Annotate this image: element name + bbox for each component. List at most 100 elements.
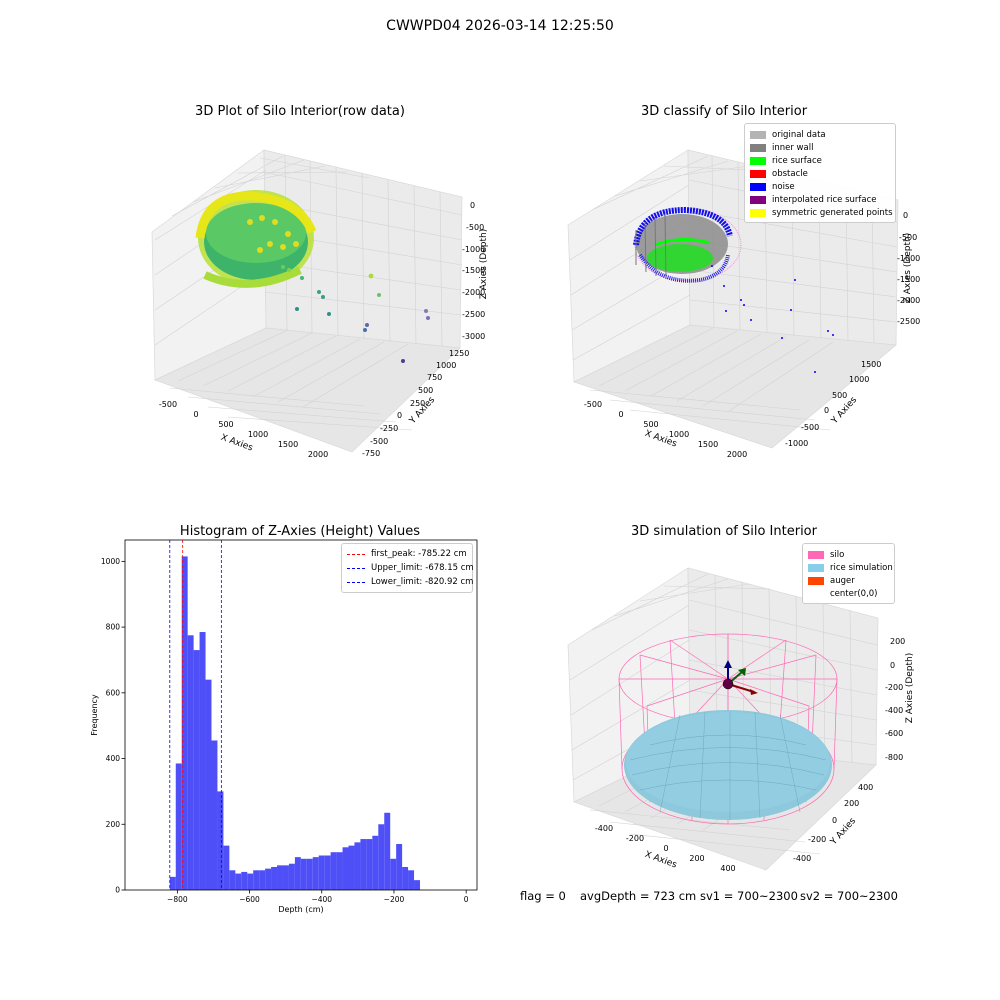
histogram-bar xyxy=(205,679,212,890)
histogram-bar xyxy=(402,866,409,890)
raw-3d-axes xyxy=(151,149,463,453)
raw-ztick-label: -1000 xyxy=(462,245,485,254)
legend-label: obstacle xyxy=(772,168,808,179)
sv1-status: sv1 = 700~2300 xyxy=(700,889,798,903)
classify-ztick-label: -2000 xyxy=(897,296,920,305)
flag-status: flag = 0 xyxy=(520,889,566,903)
simulation-ztick-label: -200 xyxy=(885,683,903,692)
histogram-bar xyxy=(241,871,248,890)
raw-xtick-label: 1500 xyxy=(278,440,298,449)
legend-label: original data xyxy=(772,129,826,140)
histogram-bar xyxy=(169,876,176,890)
simulation-3d-axes xyxy=(567,567,879,871)
histogram-bar xyxy=(312,857,319,890)
classify-ytick-label: 0 xyxy=(824,406,829,415)
classify-ztick-label: 0 xyxy=(903,211,908,220)
legend-swatch-auger xyxy=(808,576,824,585)
legend-item-symmetric-points: symmetric generated points xyxy=(750,206,893,219)
legend-item-rice-simulation: rice simulation xyxy=(808,561,893,574)
simulation-ztick-label: 200 xyxy=(890,637,905,646)
histogram-bar xyxy=(366,839,373,890)
simulation-ytick-label: 200 xyxy=(844,799,859,808)
histogram-bar xyxy=(259,870,266,890)
classify-plot-title: 3D classify of Silo Interior xyxy=(640,104,808,119)
legend-label: symmetric generated points xyxy=(772,207,893,218)
raw-plot-title: 3D Plot of Silo Interior(row data) xyxy=(195,104,405,119)
simulation-xtick-label: -200 xyxy=(626,834,644,843)
simulation-zlabel: Z Axies (Depth) xyxy=(905,653,915,724)
raw-3d-tick-labels: -500 0 500 1000 1500 2000 -750 -500 -250… xyxy=(159,201,485,459)
auger-axes-glyph xyxy=(722,660,758,695)
classify-xtick-label: 1000 xyxy=(669,430,689,439)
legend-dash-lower-limit xyxy=(347,581,365,583)
histogram-bar xyxy=(408,870,415,890)
legend-item-upper-limit: Upper_limit: -678.15 cm xyxy=(347,561,474,575)
legend-swatch-inner-wall xyxy=(750,143,766,152)
histogram-bar xyxy=(247,873,254,890)
histogram-bar xyxy=(330,852,337,890)
legend-swatch-noise xyxy=(750,182,766,191)
y-axis-label: Frequency xyxy=(90,694,99,736)
legend-label: inner wall xyxy=(772,142,814,153)
x-tick-label: −600 xyxy=(239,895,260,904)
raw-ztick-label: -3000 xyxy=(462,332,485,341)
classify-xtick-label: -500 xyxy=(584,400,602,409)
classify-3d-tick-labels: -500 0 500 1000 1500 2000 -1000 -500 0 5… xyxy=(584,211,920,459)
simulation-xtick-label: 200 xyxy=(689,854,704,863)
y-tick-label: 0 xyxy=(115,886,120,895)
classify-zlabel: Z Axies (Depth) xyxy=(903,233,913,304)
simulation-xtick-label: 400 xyxy=(720,864,735,873)
histogram-bar xyxy=(294,857,301,890)
classify-ytick-label: -1000 xyxy=(785,439,808,448)
histogram-bar xyxy=(354,842,361,890)
classify-ytick-label: 500 xyxy=(832,391,847,400)
legend-item-interpolated-rice-surface: interpolated rice surface xyxy=(750,193,889,206)
classify-xtick-label: 500 xyxy=(643,420,658,429)
legend-swatch-silo xyxy=(808,550,824,559)
raw-ytick-label: 750 xyxy=(427,373,442,382)
classify-ytick-label: 1500 xyxy=(861,360,881,369)
y-tick-label: 200 xyxy=(106,820,121,829)
histogram-bar xyxy=(223,845,230,890)
histogram-bar xyxy=(211,740,218,890)
legend-swatch-interpolated xyxy=(750,195,766,204)
legend-item-first-peak: first_peak: -785.22 cm xyxy=(347,547,467,561)
classify-ytick-label: 1000 xyxy=(849,375,869,384)
classify-ytick-label: -500 xyxy=(801,423,819,432)
legend-dash-upper-limit xyxy=(347,567,365,569)
legend-item-inner-wall: inner wall xyxy=(750,141,889,154)
x-tick-label: −400 xyxy=(311,895,332,904)
histogram-bar xyxy=(253,870,260,890)
histogram-bar xyxy=(378,824,385,890)
raw-ytick-label: 1250 xyxy=(449,349,469,358)
simulation-ztick-label: 0 xyxy=(890,661,895,670)
raw-ytick-label: 0 xyxy=(397,411,402,420)
histogram-frame xyxy=(124,539,478,891)
simulation-xlabel: X Axies xyxy=(643,850,678,871)
legend-item-noise: noise xyxy=(750,180,889,193)
histogram-bar xyxy=(324,855,331,890)
rice-simulation-surface xyxy=(624,710,832,820)
y-tick-label: 1000 xyxy=(101,557,120,566)
legend-label: rice surface xyxy=(772,155,822,166)
legend-swatch-symmetric xyxy=(750,208,766,217)
raw-xtick-label: 2000 xyxy=(308,450,328,459)
y-tick-label: 800 xyxy=(106,623,121,632)
histogram-bar xyxy=(348,845,355,890)
raw-ytick-label: 250 xyxy=(410,399,425,408)
sv2-status: sv2 = 700~2300 xyxy=(800,889,898,903)
classify-xtick-label: 1500 xyxy=(698,440,718,449)
legend-label: rice simulation xyxy=(830,562,893,573)
histogram-bar xyxy=(199,632,206,890)
legend-swatch-rice-surface xyxy=(750,156,766,165)
legend-item-rice-surface: rice surface xyxy=(750,154,889,167)
legend-item-original-data: original data xyxy=(750,128,889,141)
raw-ztick-label: -2000 xyxy=(462,288,485,297)
histogram-bar xyxy=(360,839,367,890)
x-tick-label: −200 xyxy=(384,895,405,904)
histogram-bar xyxy=(414,880,420,890)
legend-label: noise xyxy=(772,181,795,192)
raw-ytick-label: -500 xyxy=(370,437,388,446)
simulation-ytick-label: -400 xyxy=(793,854,811,863)
raw-xtick-label: 1000 xyxy=(248,430,268,439)
